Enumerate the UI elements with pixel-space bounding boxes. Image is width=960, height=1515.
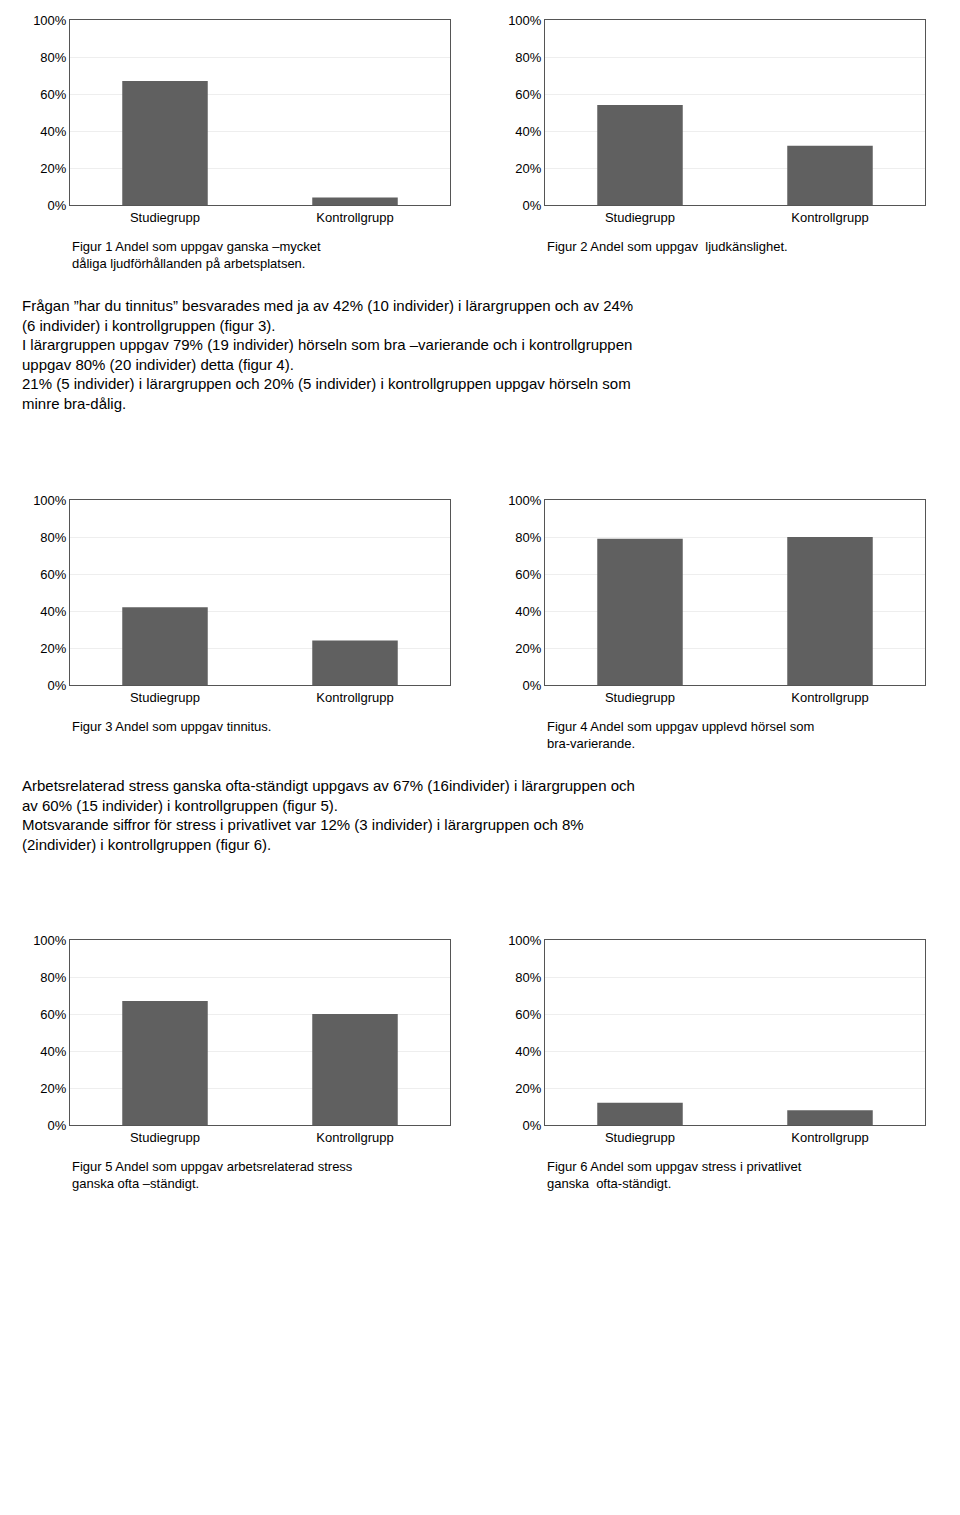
svg-text:Kontrollgrupp: Kontrollgrupp: [791, 210, 868, 225]
svg-text:0%: 0%: [48, 678, 67, 693]
svg-text:Figur 1 Andel som uppgav gansk: Figur 1 Andel som uppgav ganska –mycketd…: [72, 239, 321, 271]
svg-text:Studiegrupp: Studiegrupp: [130, 690, 200, 705]
svg-text:Studiegrupp: Studiegrupp: [605, 690, 675, 705]
svg-text:Figur 6 Andel som uppgav stres: Figur 6 Andel som uppgav stress i privat…: [547, 1159, 802, 1191]
svg-text:0%: 0%: [48, 198, 67, 213]
svg-text:40%: 40%: [515, 124, 541, 139]
svg-text:40%: 40%: [40, 124, 66, 139]
svg-text:20%: 20%: [40, 1081, 66, 1096]
svg-text:100%: 100%: [508, 493, 542, 508]
svg-text:Kontrollgrupp: Kontrollgrupp: [791, 1130, 868, 1145]
svg-text:Studiegrupp: Studiegrupp: [605, 210, 675, 225]
svg-text:60%: 60%: [515, 567, 541, 582]
svg-text:20%: 20%: [40, 161, 66, 176]
svg-text:40%: 40%: [515, 604, 541, 619]
svg-text:Studiegrupp: Studiegrupp: [605, 1130, 675, 1145]
svg-text:20%: 20%: [515, 641, 541, 656]
svg-text:Figur 2 Andel som uppgav ljud: Figur 2 Andel som uppgav ljudkänslighet.: [547, 239, 788, 254]
svg-text:Figur 5 Andel som uppgav arbet: Figur 5 Andel som uppgav arbetsrelaterad…: [72, 1159, 353, 1191]
svg-text:20%: 20%: [40, 641, 66, 656]
svg-text:80%: 80%: [40, 530, 66, 545]
svg-text:100%: 100%: [508, 933, 542, 948]
svg-text:100%: 100%: [33, 493, 67, 508]
svg-text:Kontrollgrupp: Kontrollgrupp: [316, 690, 393, 705]
svg-text:0%: 0%: [523, 1118, 542, 1133]
svg-text:60%: 60%: [40, 87, 66, 102]
svg-text:80%: 80%: [515, 50, 541, 65]
svg-text:60%: 60%: [40, 1007, 66, 1022]
svg-text:Figur 4 Andel som uppgav upple: Figur 4 Andel som uppgav upplevd hörsel …: [547, 719, 814, 751]
svg-text:80%: 80%: [515, 530, 541, 545]
svg-text:Figur 3 Andel som uppgav tinni: Figur 3 Andel som uppgav tinnitus.: [72, 719, 271, 734]
svg-text:0%: 0%: [523, 678, 542, 693]
svg-text:60%: 60%: [40, 567, 66, 582]
svg-text:20%: 20%: [515, 161, 541, 176]
svg-text:80%: 80%: [40, 970, 66, 985]
svg-text:Kontrollgrupp: Kontrollgrupp: [316, 210, 393, 225]
svg-text:60%: 60%: [515, 87, 541, 102]
svg-text:Kontrollgrupp: Kontrollgrupp: [316, 1130, 393, 1145]
svg-text:100%: 100%: [508, 13, 542, 28]
svg-text:40%: 40%: [40, 1044, 66, 1059]
svg-text:Frågan ”har du tinnitus” besva: Frågan ”har du tinnitus” besvarades med …: [22, 297, 633, 412]
svg-text:Kontrollgrupp: Kontrollgrupp: [791, 690, 868, 705]
svg-text:40%: 40%: [40, 604, 66, 619]
svg-text:0%: 0%: [523, 198, 542, 213]
svg-text:20%: 20%: [515, 1081, 541, 1096]
svg-text:0%: 0%: [48, 1118, 67, 1133]
svg-text:80%: 80%: [40, 50, 66, 65]
svg-text:80%: 80%: [515, 970, 541, 985]
svg-text:Arbetsrelaterad stress ganska: Arbetsrelaterad stress ganska ofta-ständ…: [22, 777, 635, 853]
svg-text:40%: 40%: [515, 1044, 541, 1059]
svg-text:Studiegrupp: Studiegrupp: [130, 1130, 200, 1145]
svg-text:60%: 60%: [515, 1007, 541, 1022]
svg-text:100%: 100%: [33, 933, 67, 948]
svg-text:Studiegrupp: Studiegrupp: [130, 210, 200, 225]
svg-text:100%: 100%: [33, 13, 67, 28]
